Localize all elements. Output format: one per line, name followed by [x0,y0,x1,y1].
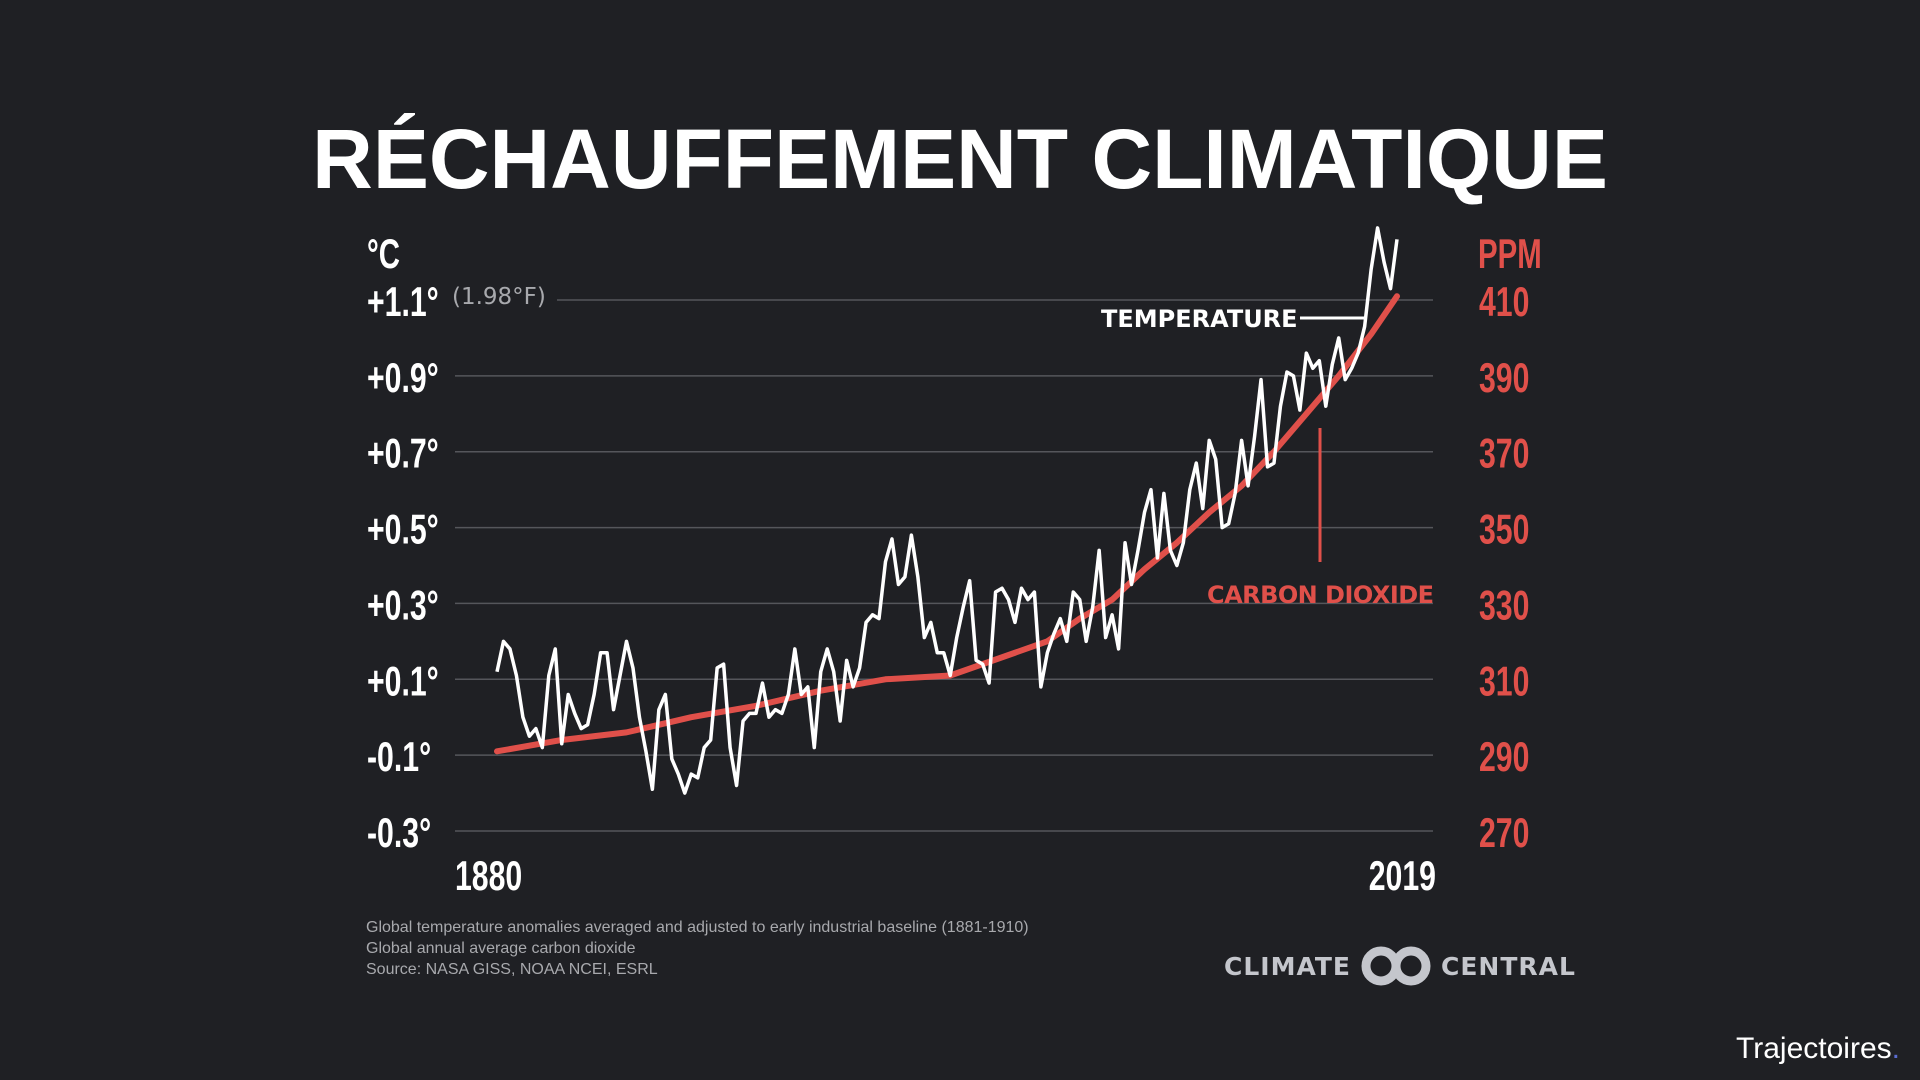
left-axis-unit: °C [367,230,400,278]
temperature-series-line [495,226,1399,795]
footnote-source: Source: NASA GISS, NOAA NCEI, ESRL [366,961,658,978]
left-tick-label: +0.3° [367,582,439,629]
right-tick-label: 390 [1479,354,1529,401]
left-axis-ticks: +1.1° +0.9° +0.7° +0.5° +0.3° +0.1° -0.1° -0.3° [367,278,439,856]
right-tick-label: 270 [1479,809,1529,856]
right-tick-label: 290 [1479,733,1529,780]
brand-watermark: Trajectoires. [1736,1032,1900,1066]
left-tick-label: +1.1° [367,278,439,325]
left-tick-label: +0.9° [367,354,439,401]
right-axis-unit: PPM [1478,230,1542,278]
co2-label: CARBON DIOXIDE [1207,581,1434,609]
chart-title: RÉCHAUFFEMENT CLIMATIQUE [312,112,1608,206]
infinity-rings-icon [1361,946,1431,986]
logo-text-right: CENTRAL [1441,951,1576,981]
right-tick-label: 310 [1479,657,1529,704]
x-tick-end: 2019 [1369,852,1436,899]
co2-series-line [494,293,1400,755]
right-tick-label: 410 [1479,278,1529,325]
left-tick-label: -0.1° [367,733,431,780]
left-tick-label: +0.7° [367,430,439,477]
x-tick-start: 1880 [455,852,522,899]
left-tick-label: -0.3° [367,809,431,856]
right-tick-label: 330 [1479,582,1529,629]
brand-dot: . [1891,1032,1900,1065]
fahrenheit-note: (1.98°F) [452,284,546,310]
right-axis-ticks: 410 390 370 350 330 310 290 270 [1479,278,1529,856]
left-tick-label: +0.5° [367,506,439,553]
gridlines [455,299,1433,832]
temperature-label: TEMPERATURE [1101,305,1298,333]
left-tick-label: +0.1° [367,657,439,704]
logo-text-left: CLIMATE [1224,951,1351,981]
footnote-2: Global annual average carbon dioxide [366,940,636,957]
climate-central-logo: CLIMATE CENTRAL [1224,946,1576,986]
footnote-1: Global temperature anomalies averaged an… [366,919,1029,936]
right-tick-label: 350 [1479,506,1529,553]
brand-name: Trajectoires [1736,1032,1892,1065]
right-tick-label: 370 [1479,430,1529,477]
